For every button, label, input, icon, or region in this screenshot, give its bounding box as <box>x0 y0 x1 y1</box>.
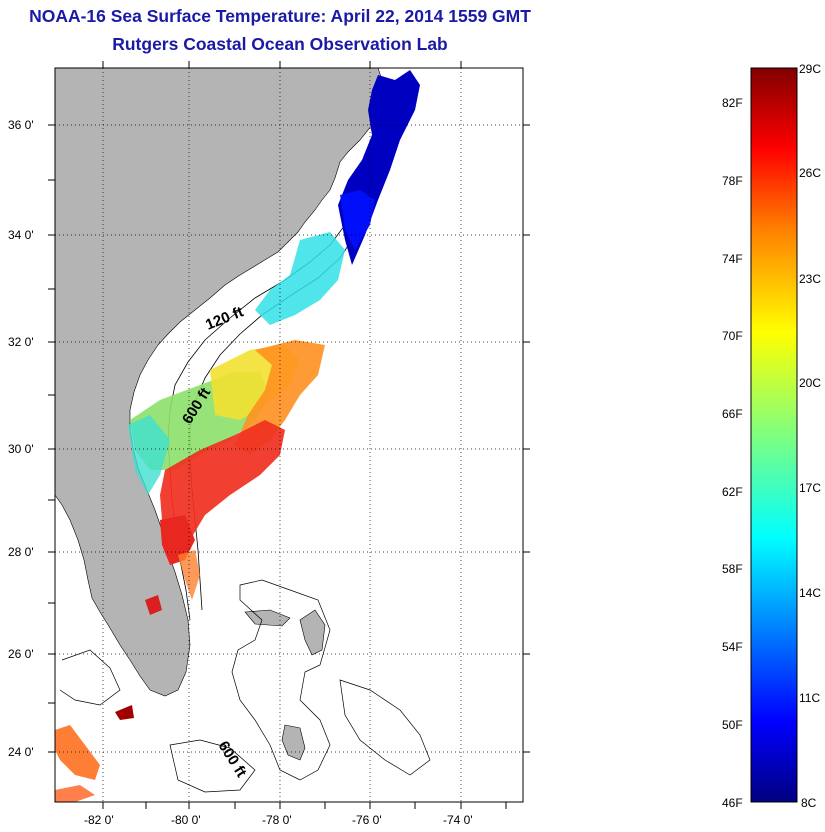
sst-blob-orange-fl <box>178 550 200 600</box>
lat-label-32: 32 0' <box>8 335 34 349</box>
sst-blob-red <box>160 420 285 560</box>
sst-blob-cold-2 <box>340 190 375 250</box>
isobath-bahamas-2 <box>339 679 431 776</box>
cbar-f-50: 50F <box>722 718 743 732</box>
land-us-southeast <box>54 67 386 697</box>
isobath-florida-keys <box>59 649 121 706</box>
sst-blob-red-fl <box>160 515 195 565</box>
sst-blob-keys <box>115 705 134 720</box>
cbar-f-78: 78F <box>722 174 743 188</box>
cbar-c-8: 8C <box>801 796 817 810</box>
land-bahamas-abaco <box>299 609 326 656</box>
cbar-f-46: 46F <box>722 796 743 810</box>
cbar-f-62: 62F <box>722 485 743 499</box>
land-grand-bahama <box>244 609 291 627</box>
sst-blob-lake <box>145 595 162 615</box>
cbar-f-58: 58F <box>722 562 743 576</box>
cbar-c-20: 20C <box>799 376 822 390</box>
colorbar <box>750 67 798 803</box>
map-border <box>54 67 524 803</box>
cbar-f-70: 70F <box>722 329 743 343</box>
cbar-f-82: 82F <box>722 96 743 110</box>
lat-label-26: 26 0' <box>8 647 34 661</box>
cbar-f-74: 74F <box>722 252 743 266</box>
isobath-cuba-shelf <box>169 739 256 793</box>
sst-blob-cyan-2 <box>128 415 170 495</box>
axis-ticks <box>48 61 530 809</box>
cbar-c-14: 14C <box>799 586 822 600</box>
lon-label-82: -82 0' <box>84 813 114 827</box>
cbar-c-17: 17C <box>799 481 822 495</box>
isobath-bahamas-1 <box>231 579 331 781</box>
cbar-f-66: 66F <box>722 407 743 421</box>
lat-label-30: 30 0' <box>8 442 34 456</box>
cbar-f-54: 54F <box>722 640 743 654</box>
land-bahamas-andros <box>281 724 306 761</box>
lon-label-78: -78 0' <box>262 813 292 827</box>
map-subtitle: Rutgers Coastal Ocean Observation Lab <box>112 34 448 54</box>
cbar-c-11: 11C <box>799 691 821 705</box>
lon-label-80: -80 0' <box>171 813 201 827</box>
lat-label-28: 28 0' <box>8 545 34 559</box>
lon-label-74: -74 0' <box>443 813 473 827</box>
colorbar-gradient <box>750 67 798 803</box>
lon-label-76: -76 0' <box>352 813 382 827</box>
map-title: NOAA-16 Sea Surface Temperature: April 2… <box>29 6 531 26</box>
sst-blob-gulf <box>55 725 100 780</box>
sst-blob-cyan <box>255 232 345 325</box>
lat-label-24: 24 0' <box>8 745 34 759</box>
cbar-c-29: 29C <box>799 62 822 76</box>
cbar-c-26: 26C <box>799 166 822 180</box>
lat-label-34: 34 0' <box>8 228 34 242</box>
lat-label-36: 36 0' <box>8 118 34 132</box>
sst-blob-gulf-2 <box>55 785 95 802</box>
cbar-c-23: 23C <box>799 272 822 286</box>
